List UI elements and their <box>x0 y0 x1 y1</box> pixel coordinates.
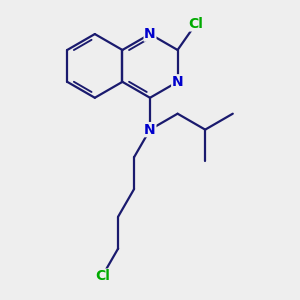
Text: Cl: Cl <box>95 269 110 283</box>
Text: Cl: Cl <box>188 17 203 31</box>
Text: N: N <box>172 75 183 89</box>
Text: N: N <box>144 123 156 136</box>
Text: N: N <box>144 27 156 41</box>
